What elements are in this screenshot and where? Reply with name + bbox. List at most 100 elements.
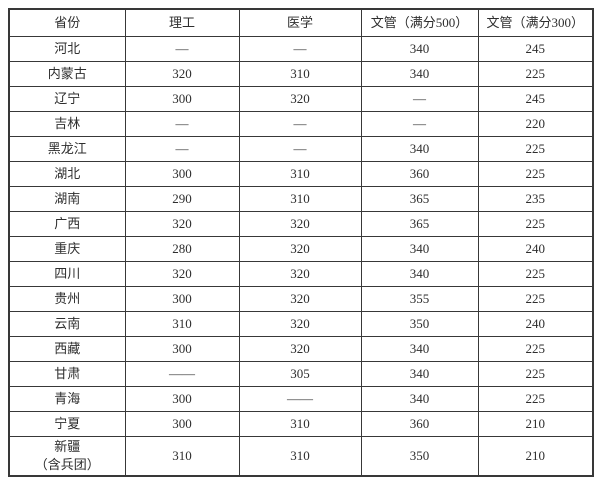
score-cell: 245 bbox=[477, 36, 594, 62]
province-cell: 宁夏 bbox=[8, 411, 126, 437]
score-cell: 320 bbox=[238, 86, 362, 112]
score-cell: 320 bbox=[238, 211, 362, 237]
score-cell: 320 bbox=[238, 236, 362, 262]
score-cell: 320 bbox=[238, 336, 362, 362]
score-cell: 225 bbox=[477, 386, 594, 412]
table-row: 吉林 — — —220 bbox=[8, 111, 594, 137]
score-cell: 340 bbox=[360, 136, 479, 162]
score-cell: 220 bbox=[477, 111, 594, 137]
score-cell: 340 bbox=[360, 36, 479, 62]
score-cell: 300 bbox=[124, 161, 240, 187]
score-cell: 210 bbox=[477, 436, 594, 477]
score-cell: 305 bbox=[238, 361, 362, 387]
score-cell: — bbox=[238, 111, 362, 137]
score-cell: 340 bbox=[360, 336, 479, 362]
score-cell: — bbox=[124, 111, 240, 137]
score-cell: — bbox=[360, 111, 479, 137]
table-row: 广西 320 320 365 225 bbox=[8, 211, 594, 237]
score-cell: 310 bbox=[124, 311, 240, 337]
score-cell: — bbox=[238, 136, 362, 162]
score-cell: 310 bbox=[238, 186, 362, 212]
score-cell: 245 bbox=[477, 86, 594, 112]
score-cell: 310 bbox=[238, 411, 362, 437]
province-cell: 广西 bbox=[8, 211, 126, 237]
score-cell: 320 bbox=[124, 211, 240, 237]
column-header: 省份 bbox=[8, 8, 126, 37]
score-cell: — bbox=[124, 136, 240, 162]
table-row: 湖北 300 310 360 225 bbox=[8, 161, 594, 187]
score-cell: 340 bbox=[360, 261, 479, 287]
column-header: 文管（满分500） bbox=[360, 8, 479, 37]
score-cell: 225 bbox=[477, 161, 594, 187]
province-cell: 甘肃 bbox=[8, 361, 126, 387]
province-cell: 西藏 bbox=[8, 336, 126, 362]
table-row: 黑龙江 — —340 225 bbox=[8, 136, 594, 162]
score-cell: —— bbox=[124, 361, 240, 387]
score-cell: 240 bbox=[477, 236, 594, 262]
score-cell: 320 bbox=[238, 286, 362, 312]
score-cell: 320 bbox=[124, 61, 240, 87]
score-cell: 225 bbox=[477, 61, 594, 87]
score-cell: 300 bbox=[124, 86, 240, 112]
province-cell: 云南 bbox=[8, 311, 126, 337]
score-cell: 320 bbox=[238, 261, 362, 287]
score-cell: 225 bbox=[477, 336, 594, 362]
table-row: 青海 300 —— 340 225 bbox=[8, 386, 594, 412]
province-cell: 贵州 bbox=[8, 286, 126, 312]
score-cell: 365 bbox=[360, 211, 479, 237]
score-cell: 310 bbox=[238, 436, 362, 477]
province-cell: 湖北 bbox=[8, 161, 126, 187]
score-cell: — bbox=[124, 36, 240, 62]
province-cell: 四川 bbox=[8, 261, 126, 287]
column-header: 理工 bbox=[124, 8, 240, 37]
score-cell: 225 bbox=[477, 286, 594, 312]
score-cell: 340 bbox=[360, 361, 479, 387]
score-cell: 350 bbox=[360, 436, 479, 477]
table-row: 贵州 300 320 355 225 bbox=[8, 286, 594, 312]
score-cell: 340 bbox=[360, 236, 479, 262]
score-cell: 225 bbox=[477, 261, 594, 287]
score-table: 省份 理工 医学 文管（满分500） 文管（满分300） 河北 — —340 245 内蒙古 32… bbox=[8, 8, 594, 477]
score-cell: 225 bbox=[477, 361, 594, 387]
score-cell: 240 bbox=[477, 311, 594, 337]
table-row: 新疆 （含兵团） 310 310 350 210 bbox=[8, 436, 594, 477]
score-cell: 280 bbox=[124, 236, 240, 262]
province-cell: 新疆 （含兵团） bbox=[8, 436, 126, 477]
score-cell: 225 bbox=[477, 136, 594, 162]
score-cell: 340 bbox=[360, 386, 479, 412]
province-cell: 黑龙江 bbox=[8, 136, 126, 162]
score-cell: 225 bbox=[477, 211, 594, 237]
score-cell: 310 bbox=[238, 161, 362, 187]
table-row: 重庆 280 320 340 240 bbox=[8, 236, 594, 262]
score-cell: 210 bbox=[477, 411, 594, 437]
score-cell: 300 bbox=[124, 336, 240, 362]
province-cell: 湖南 bbox=[8, 186, 126, 212]
table-row: 内蒙古 320 310 340 225 bbox=[8, 61, 594, 87]
table-row: 辽宁 300 320—245 bbox=[8, 86, 594, 112]
score-cell: 290 bbox=[124, 186, 240, 212]
score-cell: — bbox=[238, 36, 362, 62]
score-cell: 310 bbox=[124, 436, 240, 477]
score-cell: 350 bbox=[360, 311, 479, 337]
score-cell: 360 bbox=[360, 411, 479, 437]
table-row: 河北 — —340 245 bbox=[8, 36, 594, 62]
province-cell: 辽宁 bbox=[8, 86, 126, 112]
score-cell: 365 bbox=[360, 186, 479, 212]
score-cell: 355 bbox=[360, 286, 479, 312]
province-cell: 重庆 bbox=[8, 236, 126, 262]
score-cell: 320 bbox=[124, 261, 240, 287]
table-row: 西藏 300 320 340 225 bbox=[8, 336, 594, 362]
score-cell: 235 bbox=[477, 186, 594, 212]
score-cell: 360 bbox=[360, 161, 479, 187]
table-body: 河北 — —340 245 内蒙古 320 310 340 225 辽宁 300 320—245 吉林 —… bbox=[8, 36, 594, 477]
province-cell: 内蒙古 bbox=[8, 61, 126, 87]
table-row: 云南 310 320 350 240 bbox=[8, 311, 594, 337]
table-row: 湖南 290 310 365 235 bbox=[8, 186, 594, 212]
column-header: 文管（满分300） bbox=[477, 8, 594, 37]
score-cell: — bbox=[360, 86, 479, 112]
score-cell: 300 bbox=[124, 411, 240, 437]
score-cell: 300 bbox=[124, 386, 240, 412]
table-row: 甘肃 —— 305 340 225 bbox=[8, 361, 594, 387]
table-row: 宁夏 300 310 360 210 bbox=[8, 411, 594, 437]
